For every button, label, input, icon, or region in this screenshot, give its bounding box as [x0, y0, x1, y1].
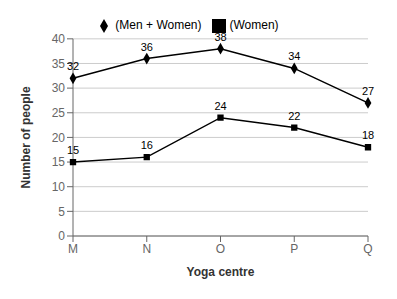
- svg-text:25: 25: [52, 106, 66, 120]
- svg-text:20: 20: [52, 131, 66, 145]
- svg-text:15: 15: [67, 144, 79, 156]
- svg-text:30: 30: [52, 81, 66, 95]
- svg-text:34: 34: [288, 50, 300, 62]
- svg-text:22: 22: [288, 110, 300, 122]
- svg-text:27: 27: [362, 85, 374, 97]
- svg-text:M: M: [68, 242, 78, 256]
- svg-text:Q: Q: [363, 242, 372, 256]
- svg-text:15: 15: [52, 155, 66, 169]
- svg-text:Number of people: Number of people: [19, 86, 33, 188]
- svg-text:O: O: [216, 242, 225, 256]
- svg-text:P: P: [290, 242, 298, 256]
- svg-text:36: 36: [141, 41, 153, 53]
- svg-text:N: N: [142, 242, 151, 256]
- svg-text:35: 35: [52, 57, 66, 71]
- svg-text:18: 18: [362, 129, 374, 141]
- svg-text:38: 38: [214, 31, 226, 43]
- svg-text:5: 5: [58, 205, 65, 219]
- svg-text:0: 0: [58, 229, 65, 243]
- svg-text:40: 40: [52, 32, 66, 46]
- svg-text:10: 10: [52, 180, 66, 194]
- svg-text:32: 32: [67, 60, 79, 72]
- html-text:(Men + Women): (Men + Women): [115, 18, 202, 32]
- svg-text:16: 16: [141, 139, 153, 151]
- svg-text:24: 24: [214, 100, 226, 112]
- svg-text:Yoga centre: Yoga centre: [187, 265, 255, 279]
- html-text:(Women): (Women): [229, 18, 279, 32]
